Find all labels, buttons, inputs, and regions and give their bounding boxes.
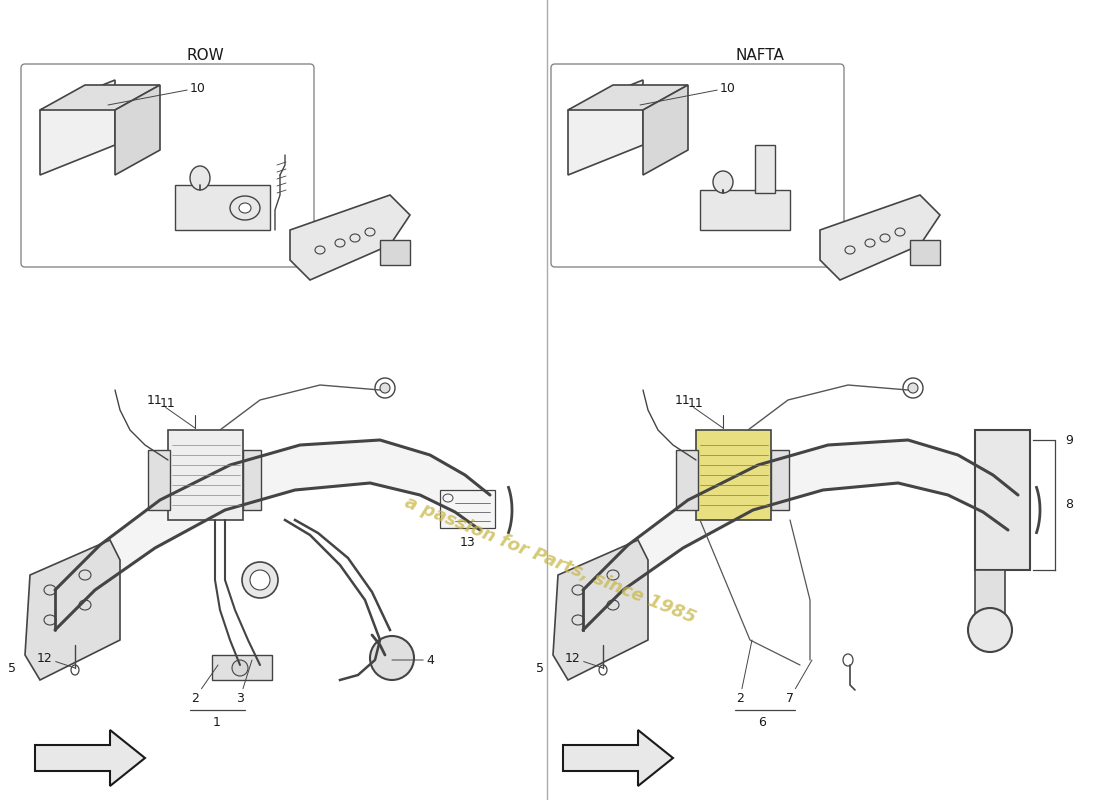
- Bar: [148, 450, 170, 510]
- Bar: [975, 430, 1030, 570]
- Ellipse shape: [239, 203, 251, 213]
- Ellipse shape: [230, 196, 260, 220]
- Polygon shape: [40, 85, 159, 110]
- Bar: [910, 240, 940, 265]
- Text: 7: 7: [786, 660, 812, 705]
- Text: 1: 1: [213, 717, 221, 730]
- Text: 2: 2: [736, 640, 752, 705]
- Polygon shape: [583, 440, 1018, 630]
- Text: NAFTA: NAFTA: [736, 47, 784, 62]
- Bar: [168, 430, 243, 520]
- Ellipse shape: [379, 383, 390, 393]
- Polygon shape: [568, 80, 644, 175]
- FancyBboxPatch shape: [551, 64, 844, 267]
- Text: 4: 4: [392, 654, 433, 666]
- Text: 11: 11: [675, 394, 723, 428]
- Text: 10: 10: [108, 82, 206, 105]
- Ellipse shape: [242, 562, 278, 598]
- Text: 10: 10: [640, 82, 736, 105]
- Ellipse shape: [843, 654, 852, 666]
- Ellipse shape: [232, 660, 248, 676]
- Text: 13: 13: [460, 537, 476, 550]
- FancyBboxPatch shape: [21, 64, 313, 267]
- Text: 12: 12: [565, 651, 603, 668]
- Ellipse shape: [250, 570, 270, 590]
- Ellipse shape: [908, 383, 918, 393]
- Polygon shape: [40, 80, 116, 175]
- Text: 3: 3: [236, 660, 252, 705]
- Text: 5: 5: [8, 662, 16, 674]
- Text: 5: 5: [536, 662, 544, 674]
- Bar: [771, 450, 789, 510]
- Polygon shape: [35, 730, 145, 786]
- Bar: [212, 655, 272, 680]
- Text: 2: 2: [191, 665, 218, 705]
- Text: 6: 6: [758, 717, 766, 730]
- Bar: [696, 430, 771, 520]
- Bar: [975, 570, 1005, 620]
- Bar: [755, 145, 775, 193]
- Ellipse shape: [713, 171, 733, 193]
- Text: 11: 11: [161, 397, 176, 410]
- Polygon shape: [116, 85, 160, 175]
- Text: 11: 11: [147, 394, 195, 428]
- Polygon shape: [644, 85, 688, 175]
- Text: ROW: ROW: [186, 47, 224, 62]
- Ellipse shape: [190, 166, 210, 190]
- Bar: [243, 450, 261, 510]
- Ellipse shape: [370, 636, 414, 680]
- Polygon shape: [290, 195, 410, 280]
- Text: 12: 12: [37, 651, 75, 668]
- Polygon shape: [820, 195, 940, 280]
- Text: 8: 8: [1065, 498, 1072, 511]
- Bar: [676, 450, 698, 510]
- Ellipse shape: [968, 608, 1012, 652]
- Text: a passion for Parts, since 1985: a passion for Parts, since 1985: [402, 493, 698, 627]
- Bar: [175, 185, 270, 230]
- Bar: [379, 240, 410, 265]
- Polygon shape: [55, 440, 490, 630]
- Text: 11: 11: [689, 397, 704, 410]
- Text: 9: 9: [1065, 434, 1072, 446]
- Polygon shape: [563, 730, 673, 786]
- Bar: [700, 190, 790, 230]
- Polygon shape: [568, 85, 688, 110]
- Polygon shape: [25, 540, 120, 680]
- Bar: [440, 490, 495, 528]
- Polygon shape: [553, 540, 648, 680]
